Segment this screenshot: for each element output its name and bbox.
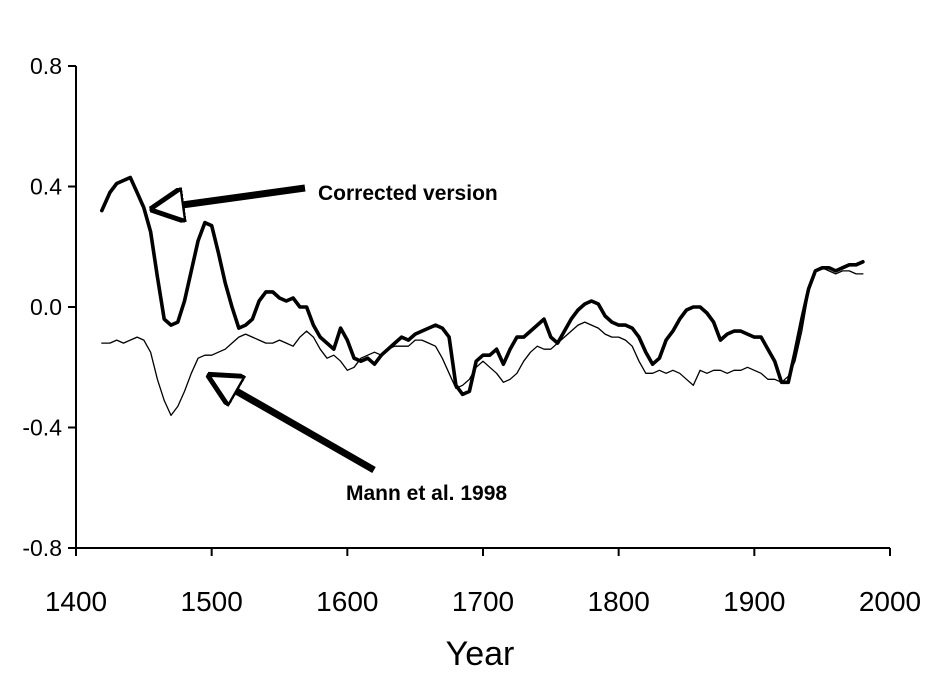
x-tick-label: 1800 [588, 586, 650, 617]
series-line-mann [101, 267, 864, 417]
tick-labels-layer: 0.8 0.4 0.0 -0.4 -0.8 1400 1500 1600 1700 1800 190… [22, 53, 921, 617]
x-tick-label: 1400 [45, 586, 107, 617]
annotation-corrected: Corrected version [153, 182, 498, 209]
annotation-label-mann: Mann et al. 1998 [346, 482, 507, 505]
annotation-mann: Mann et al. 1998 [210, 376, 507, 505]
x-tick-label: 2000 [859, 586, 921, 617]
x-tick-label: 1600 [316, 586, 378, 617]
y-tick-label: -0.8 [22, 535, 62, 561]
y-tick-label: 0.8 [30, 53, 62, 79]
annotation-label-corrected: Corrected version [318, 182, 498, 205]
x-axis-title: Year [446, 635, 515, 673]
annotation-arrow-corrected [153, 184, 306, 209]
x-tick-label: 1500 [181, 586, 243, 617]
ticks-layer [68, 65, 891, 556]
y-tick-label: 0.4 [30, 174, 62, 200]
x-tick-label: 1900 [723, 586, 785, 617]
series-line-corrected [100, 175, 865, 397]
x-tick-label: 1700 [452, 586, 514, 617]
series-layer [100, 175, 865, 417]
annotation-arrow-mann [210, 376, 376, 474]
y-tick-label: -0.4 [22, 415, 62, 441]
y-tick-label: 0.0 [30, 294, 62, 320]
